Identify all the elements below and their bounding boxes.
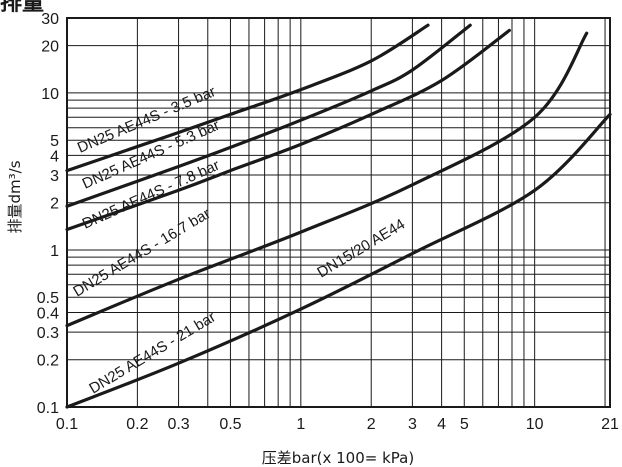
plot-frame xyxy=(66,17,611,408)
series-line-2 xyxy=(65,23,472,208)
y-axis-label: 排量dm³/s xyxy=(6,160,24,233)
y-tick-label: 4 xyxy=(50,148,59,165)
y-tick-label: 3 xyxy=(50,168,59,185)
x-tick-label: 2 xyxy=(367,416,376,433)
x-tick-label: 5 xyxy=(460,416,469,433)
x-axis-label: 压差bar(x 100= kPa) xyxy=(262,449,414,467)
y-tick-label: 10 xyxy=(41,86,59,103)
series-group xyxy=(65,23,612,409)
chart-title: 排量 xyxy=(0,0,44,16)
y-tick-label: 0.5 xyxy=(37,290,59,307)
series-line-4 xyxy=(65,31,589,328)
x-tick-label: 21 xyxy=(601,416,619,433)
y-tick-labels: 0.1 0.2 0.3 0.40.5 1 2 3 45 10 20 30 xyxy=(37,11,59,417)
y-tick-label: 30 xyxy=(41,11,59,28)
x-tick-label: 0.2 xyxy=(126,416,148,433)
x-tick-label: 0.1 xyxy=(56,416,78,433)
x-tick-label: 1 xyxy=(296,416,305,433)
x-tick-label: 0.3 xyxy=(167,416,189,433)
y-tick-label: 20 xyxy=(41,39,59,56)
y-tick-label: 0.1 xyxy=(37,400,59,417)
y-tick-label: 0.2 xyxy=(37,353,59,370)
series-line-3 xyxy=(65,28,511,232)
series-line-1 xyxy=(65,23,430,173)
y-tick-label: 5 xyxy=(50,133,59,150)
y-tick-label: 0.3 xyxy=(37,325,59,342)
x-tick-label: 0.5 xyxy=(219,416,241,433)
x-tick-label: 10 xyxy=(526,416,544,433)
y-tick-label: 1 xyxy=(50,243,59,260)
y-tick-label: 0.4 xyxy=(37,305,59,322)
x-tick-label: 4 xyxy=(437,416,446,433)
x-tick-label: 3 xyxy=(408,416,417,433)
x-tick-labels: 0.1 0.2 0.3 0.5 1 2 3 4 5 10 21 xyxy=(56,416,619,433)
series-line-5 xyxy=(65,112,612,409)
y-tick-label: 2 xyxy=(50,196,59,213)
